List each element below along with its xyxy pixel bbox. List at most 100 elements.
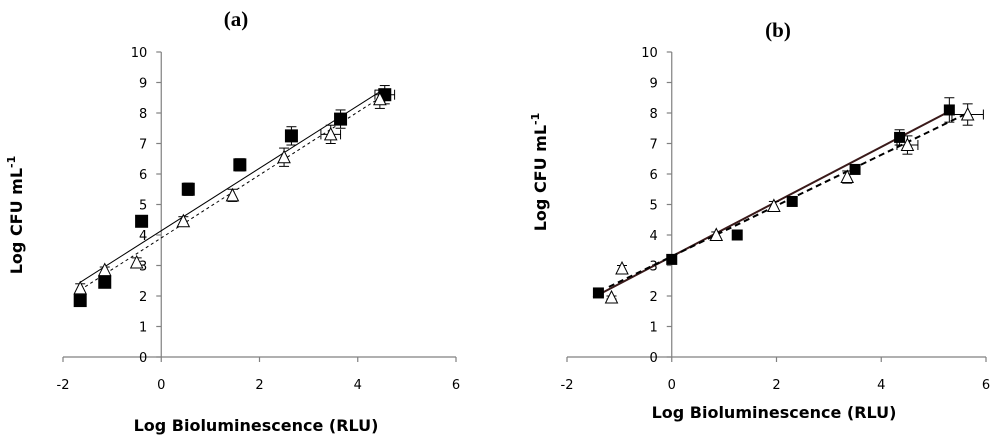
panel-a-series-2-point xyxy=(97,262,112,277)
panel-a-series-1-point xyxy=(73,294,87,308)
panel-b-series-2-point xyxy=(615,260,629,275)
panel-a-y-tick-label: 1 xyxy=(139,321,147,336)
panel-b-triangle-marker xyxy=(767,198,781,213)
panel-a-series-2-point xyxy=(225,187,240,202)
panel-b-square-marker xyxy=(786,195,798,207)
panel-a-y-tick-label: 9 xyxy=(139,77,147,92)
panel-b-y-tick-label: 9 xyxy=(649,77,657,92)
panel-a-series-2-point xyxy=(373,89,387,109)
panel-a-series-1-point xyxy=(284,126,298,146)
panel-b-triangle-marker xyxy=(840,169,855,184)
panel-b-x-tick-label: 0 xyxy=(668,378,676,393)
panel-a-x-tick-label: 0 xyxy=(157,378,165,393)
panel-a-series-2-point xyxy=(176,213,191,228)
panel-a-square-marker xyxy=(73,294,87,308)
panel-b-y-tick-label: 7 xyxy=(649,138,657,153)
panel-a-square-marker xyxy=(284,129,298,143)
panel-b-series-2-point xyxy=(840,169,855,184)
panel-a-series-1-point xyxy=(135,214,149,228)
panel-a-triangle-marker xyxy=(277,149,291,164)
panel-a-x-tick-label: 6 xyxy=(452,378,460,393)
panel-a-y-tick-label: 7 xyxy=(139,138,147,153)
panel-a-series-1-point xyxy=(374,85,396,105)
panel-a-series-1-point xyxy=(98,275,112,289)
panel-b-y-tick-label: 8 xyxy=(649,107,657,122)
panel-a-series-2-point xyxy=(320,124,342,144)
panel-b-title: (b) xyxy=(765,18,791,42)
panel-b-y-axis-label: Log CFU mL-1 xyxy=(529,113,550,232)
panel-b-series-2-point xyxy=(896,135,919,155)
panel-a-y-axis-label-sup: -1 xyxy=(5,156,18,168)
panel-a-square-marker xyxy=(135,214,149,228)
panel-b-square-marker xyxy=(592,287,604,299)
panel-a-x-tick-label: 4 xyxy=(354,378,362,393)
panel-b-series-1-point xyxy=(943,97,955,123)
panel-a-series-2-point xyxy=(73,280,88,295)
panel-a-plot: 0 1 2 3 4 5 6 7 8 9 10 -2 0 2 4 6 xyxy=(57,46,461,393)
panel-a-series-1-point xyxy=(233,158,247,172)
panel-a-y-axis-label-main: Log CFU mL xyxy=(7,168,26,274)
panel-a-x-tick-label: -2 xyxy=(57,378,70,393)
panel-b-series-2-point xyxy=(604,289,619,304)
panel-a-square-marker xyxy=(334,112,348,126)
panel-b-x-tick-label: 2 xyxy=(772,378,780,393)
panel-b-series-1-point xyxy=(849,163,861,175)
panel-a-series-2-point xyxy=(129,254,144,269)
panel-b-square-marker xyxy=(943,104,955,116)
panel-b-triangle-marker xyxy=(960,106,975,121)
panel-b-y-tick-label: 1 xyxy=(649,321,657,336)
panel-b-y-tick-label: 6 xyxy=(649,168,657,183)
panel-b-square-marker xyxy=(849,163,861,175)
panel-a-title: (a) xyxy=(224,7,249,31)
panel-b-square-marker xyxy=(894,131,906,143)
panel-a-y-tick-label: 4 xyxy=(139,229,147,244)
panel-b-y-tick-label: 4 xyxy=(649,229,657,244)
panel-a-y-axis-label: Log CFU mL-1 xyxy=(5,156,26,275)
panel-a-y-tick-label: 3 xyxy=(139,260,147,275)
panel-b-series-2-point xyxy=(709,227,724,241)
panel-b-series-1-point xyxy=(894,129,906,146)
panel-b-series-1-point xyxy=(666,253,678,265)
panel-b-square-marker xyxy=(666,253,678,265)
panel-b-series-2-point xyxy=(767,198,781,213)
panel-b-triangle-marker xyxy=(709,227,724,241)
panel-b-x-axis-label: Log Bioluminescence (RLU) xyxy=(652,403,897,422)
panel-b-y-tick-label: 2 xyxy=(649,290,657,305)
panel-b-y-tick-label: 10 xyxy=(641,46,658,61)
panel-a-y-tick-label: 8 xyxy=(139,107,147,122)
panel-a-triangle-marker xyxy=(97,262,112,277)
panel-b-series-2-point xyxy=(951,103,984,126)
panel-a-triangle-marker xyxy=(323,126,338,141)
panel-b: (b) Log Bioluminescence (RLU) Log CFU mL… xyxy=(529,18,896,422)
panel-b-y-tick-label: 5 xyxy=(649,199,657,214)
panel-b-y-tick-label: 0 xyxy=(649,351,657,366)
panel-a-series-1-point xyxy=(181,182,195,196)
panel-b-triangle-marker xyxy=(900,137,915,152)
panel-b-triangle-marker xyxy=(604,289,619,304)
panel-b-x-tick-label: -2 xyxy=(561,378,574,393)
panel-b-series-1-point xyxy=(731,229,743,241)
panel-a-x-tick-label: 2 xyxy=(255,378,263,393)
panel-b-series-1-point xyxy=(786,195,798,207)
panel-b-series-1-point xyxy=(592,287,604,299)
panel-a-square-marker xyxy=(233,158,247,172)
panel-b-x-tick-label: 6 xyxy=(982,378,990,393)
panel-a-triangle-marker xyxy=(176,213,191,228)
panel-a-triangle-marker xyxy=(225,187,240,202)
panel-b-y-axis-label-sup: -1 xyxy=(529,113,542,125)
panel-a-y-tick-label: 10 xyxy=(131,46,148,61)
panel-a-y-tick-label: 6 xyxy=(139,168,147,183)
panel-a-triangle-marker xyxy=(129,254,144,269)
panel-a-series-2-point xyxy=(277,147,291,167)
panel-a-y-tick-label: 0 xyxy=(139,351,147,366)
panel-b-triangle-marker xyxy=(615,260,629,275)
panel-a-square-marker xyxy=(181,182,195,196)
panel-a-square-marker xyxy=(98,275,112,289)
panel-a-y-tick-label: 5 xyxy=(139,199,147,214)
panel-a: (a) Log Bioluminescence (RLU) Log CFU mL… xyxy=(5,7,378,435)
panel-a-triangle-marker xyxy=(373,91,387,106)
panel-a-series-1-trendline xyxy=(79,88,386,283)
panel-b-x-tick-label: 4 xyxy=(877,378,885,393)
